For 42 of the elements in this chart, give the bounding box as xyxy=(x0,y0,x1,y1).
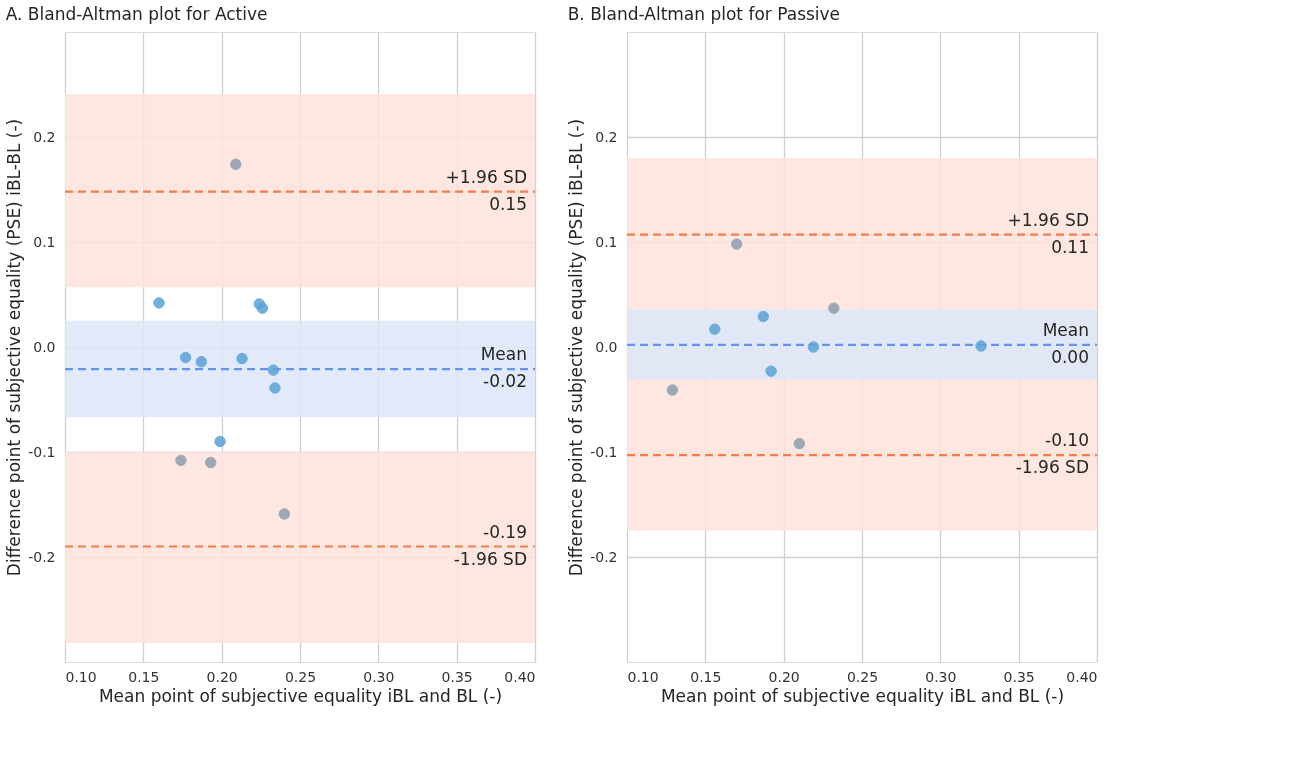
x-tick-label: 0.10 xyxy=(65,668,97,685)
y-axis-title: Difference point of subjective equality (PSE) iBL-BL (-) xyxy=(4,118,25,577)
x-tick-label: 0.10 xyxy=(627,668,659,685)
ref-line-label: -0.19 xyxy=(483,521,527,542)
annotation: -1.96 SD xyxy=(453,548,527,569)
annotation: 0.11 xyxy=(1051,236,1089,257)
ref-line-label: +1.96 SD xyxy=(445,166,527,187)
x-tick-label: 0.25 xyxy=(846,668,879,685)
y-tick-label: -0.1 xyxy=(590,443,618,460)
x-axis-title: Mean point of subjective equality iBL and BL (-) xyxy=(98,685,503,706)
y-tick-label: -0.2 xyxy=(590,548,618,565)
y-tick-label: -0.1 xyxy=(28,443,56,460)
y-tick-label: 0.2 xyxy=(33,128,56,145)
chart-title: B. Bland-Altman plot for Passive xyxy=(567,4,841,24)
y-tick-label: 0.0 xyxy=(595,338,618,355)
chart-title: A. Bland-Altman plot for Active xyxy=(5,4,268,24)
ref-line-label: Mean xyxy=(1042,319,1089,340)
y-axis-title: Difference point of subjective equality (PSE) iBL-BL (-) xyxy=(566,118,587,577)
ref-line-label: Mean xyxy=(480,344,527,365)
annotation: 0.15 xyxy=(489,193,527,214)
y-tick-label: 0.2 xyxy=(595,128,618,145)
y-tick-label: 0.1 xyxy=(33,233,56,250)
x-tick-label: 0.40 xyxy=(1066,668,1098,685)
x-tick-label: 0.20 xyxy=(768,668,800,685)
x-tick-label: 0.15 xyxy=(690,668,722,685)
annotation: -0.02 xyxy=(483,371,527,392)
x-tick-label: 0.30 xyxy=(363,668,395,685)
annotation: -1.96 SD xyxy=(1015,457,1089,478)
x-tick-label: 0.35 xyxy=(441,668,473,685)
x-tick-label: 0.35 xyxy=(1003,668,1035,685)
y-tick-label: -0.2 xyxy=(28,548,56,565)
x-tick-label: 0.40 xyxy=(504,668,536,685)
x-tick-label: 0.15 xyxy=(128,668,160,685)
x-axis-title: Mean point of subjective equality iBL and BL (-) xyxy=(660,685,1065,706)
x-tick-label: 0.25 xyxy=(284,668,317,685)
y-tick-label: 0.1 xyxy=(595,233,618,250)
ref-line-label: -0.10 xyxy=(1045,430,1089,451)
y-tick-label: 0.0 xyxy=(33,338,56,355)
annotation: 0.00 xyxy=(1051,346,1089,367)
x-tick-label: 0.30 xyxy=(925,668,957,685)
ref-line-label: +1.96 SD xyxy=(1007,209,1089,230)
x-tick-label: 0.20 xyxy=(206,668,238,685)
